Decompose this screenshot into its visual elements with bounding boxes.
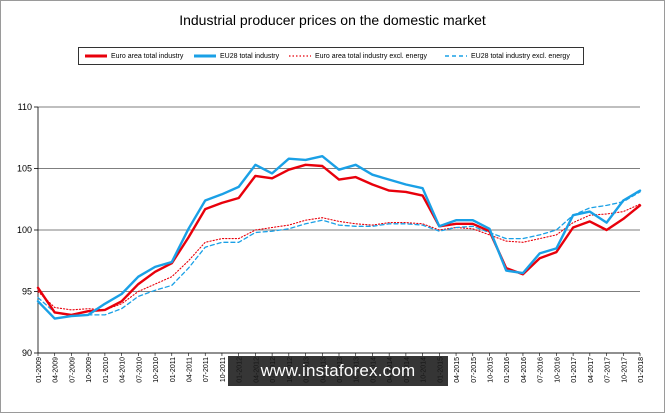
x-tick-label: 10-2011 — [220, 357, 227, 382]
y-tick-label: 105 — [17, 164, 32, 174]
x-tick-label: 10-2015 — [488, 357, 495, 383]
x-tick-label: 01-2009 — [36, 357, 43, 383]
x-tick-label: 04-2009 — [53, 357, 60, 383]
chart-legend: Euro area total industry EU28 total indu… — [78, 47, 584, 65]
legend-swatch-eu28-total — [194, 54, 216, 58]
legend-swatch-eu28-excl-energy — [445, 55, 467, 57]
x-tick-label: 10-2010 — [153, 357, 160, 383]
x-tick-label: 01-2010 — [103, 357, 110, 383]
x-tick-label: 04-2010 — [120, 357, 127, 383]
x-tick-label: 10-2009 — [86, 357, 93, 383]
watermark-text: www.instaforex.com — [260, 361, 416, 380]
x-tick-label: 07-2010 — [136, 357, 143, 383]
x-tick-label: 01-2018 — [638, 357, 645, 383]
series-line-euro-area-total-industry — [36, 163, 642, 317]
y-tick-label: 100 — [17, 225, 32, 235]
legend-swatch-euro-area-total — [85, 54, 107, 58]
series-line-euro-area-total-industry-excl-energy — [37, 203, 641, 311]
y-tick-label: 90 — [22, 348, 32, 358]
legend-item-euro-area-total: Euro area total industry — [85, 48, 183, 64]
x-tick-label: 07-2009 — [69, 357, 76, 383]
watermark: www.instaforex.com — [228, 356, 448, 386]
legend-label-eu28-total: EU28 total industry — [220, 52, 280, 60]
series-line-eu28-total-industry — [36, 154, 642, 320]
x-tick-label: 07-2015 — [471, 357, 478, 383]
x-tick-label: 10-2016 — [554, 357, 561, 383]
x-tick-label: 07-2017 — [605, 357, 612, 383]
legend-label-euro-area-total: Euro area total industry — [111, 52, 184, 60]
chart-title: Industrial producer prices on the domest… — [179, 12, 486, 28]
x-tick-label: 01-2016 — [504, 357, 511, 383]
legend-item-euro-area-excl-energy: Euro area total industry excl. energy — [289, 48, 427, 64]
legend-label-euro-area-excl-energy: Euro area total industry excl. energy — [315, 52, 428, 60]
y-tick-label: 95 — [22, 287, 32, 297]
x-tick-label: 04-2011 — [187, 357, 194, 382]
y-tick-label: 110 — [18, 102, 32, 112]
legend-item-eu28-total: EU28 total industry — [194, 48, 279, 64]
x-tick-label: 04-2017 — [588, 357, 595, 383]
series-line-eu28-total-industry-excl-energy — [37, 191, 641, 317]
x-tick-label: 10-2017 — [621, 357, 628, 383]
x-tick-label: 01-2011 — [170, 357, 177, 382]
legend-swatch-euro-area-excl-energy — [289, 55, 311, 57]
x-tick-label: 07-2016 — [538, 357, 545, 383]
legend-label-eu28-excl-energy: EU28 total industry excl. energy — [471, 52, 570, 60]
x-tick-label: 04-2016 — [521, 357, 528, 383]
x-tick-label: 07-2011 — [203, 357, 210, 382]
x-tick-label: 04-2015 — [454, 357, 461, 383]
legend-item-eu28-excl-energy: EU28 total industry excl. energy — [445, 48, 570, 64]
x-tick-label: 01-2017 — [571, 357, 578, 383]
